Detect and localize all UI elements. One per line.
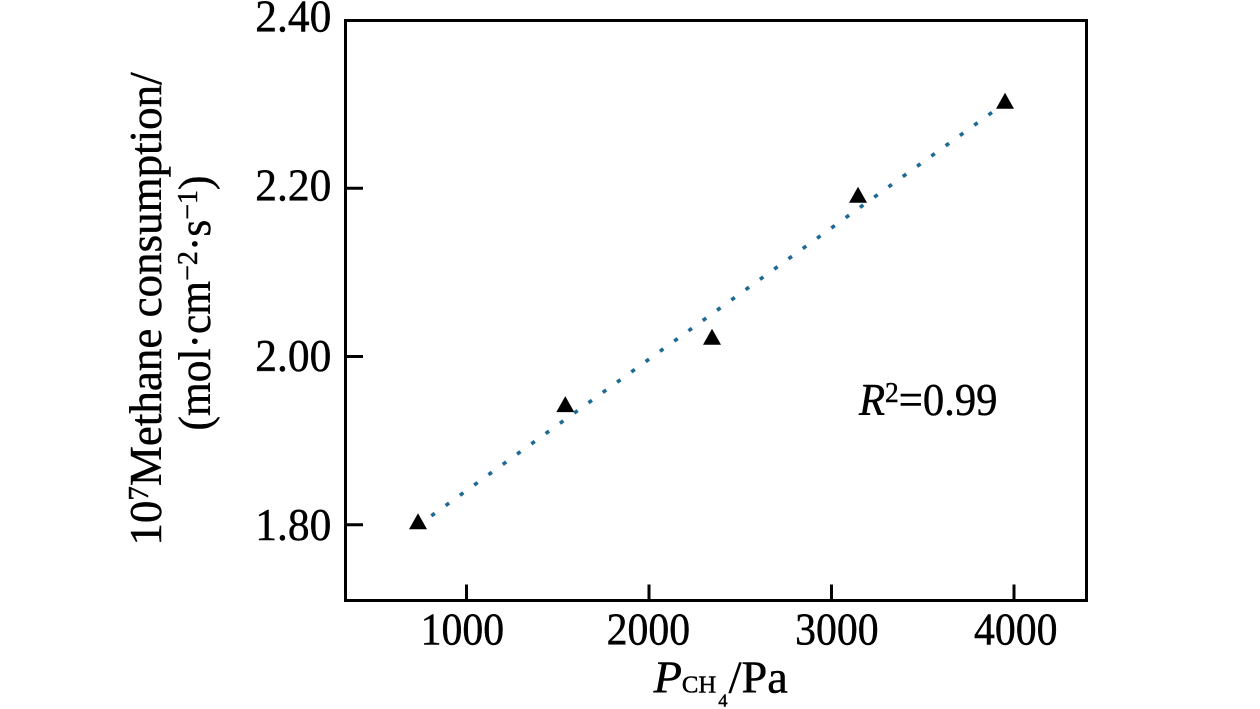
svg-text:(mol·cm−2·s−1): (mol·cm−2·s−1): [170, 176, 220, 431]
svg-text:PCH4/Pa: PCH4/Pa: [653, 652, 788, 709]
svg-text:4000: 4000: [974, 605, 1058, 655]
svg-text:2.20: 2.20: [255, 160, 331, 210]
svg-text:2.00: 2.00: [255, 331, 331, 381]
svg-text:3000: 3000: [795, 605, 879, 655]
svg-text:1.80: 1.80: [255, 500, 331, 550]
svg-text:2000: 2000: [607, 605, 691, 655]
svg-text:1000: 1000: [421, 605, 505, 655]
svg-text:R2=0.99: R2=0.99: [858, 376, 997, 425]
svg-text:107Methane consumption/: 107Methane consumption/: [121, 72, 171, 546]
svg-text:2.40: 2.40: [255, 0, 331, 42]
